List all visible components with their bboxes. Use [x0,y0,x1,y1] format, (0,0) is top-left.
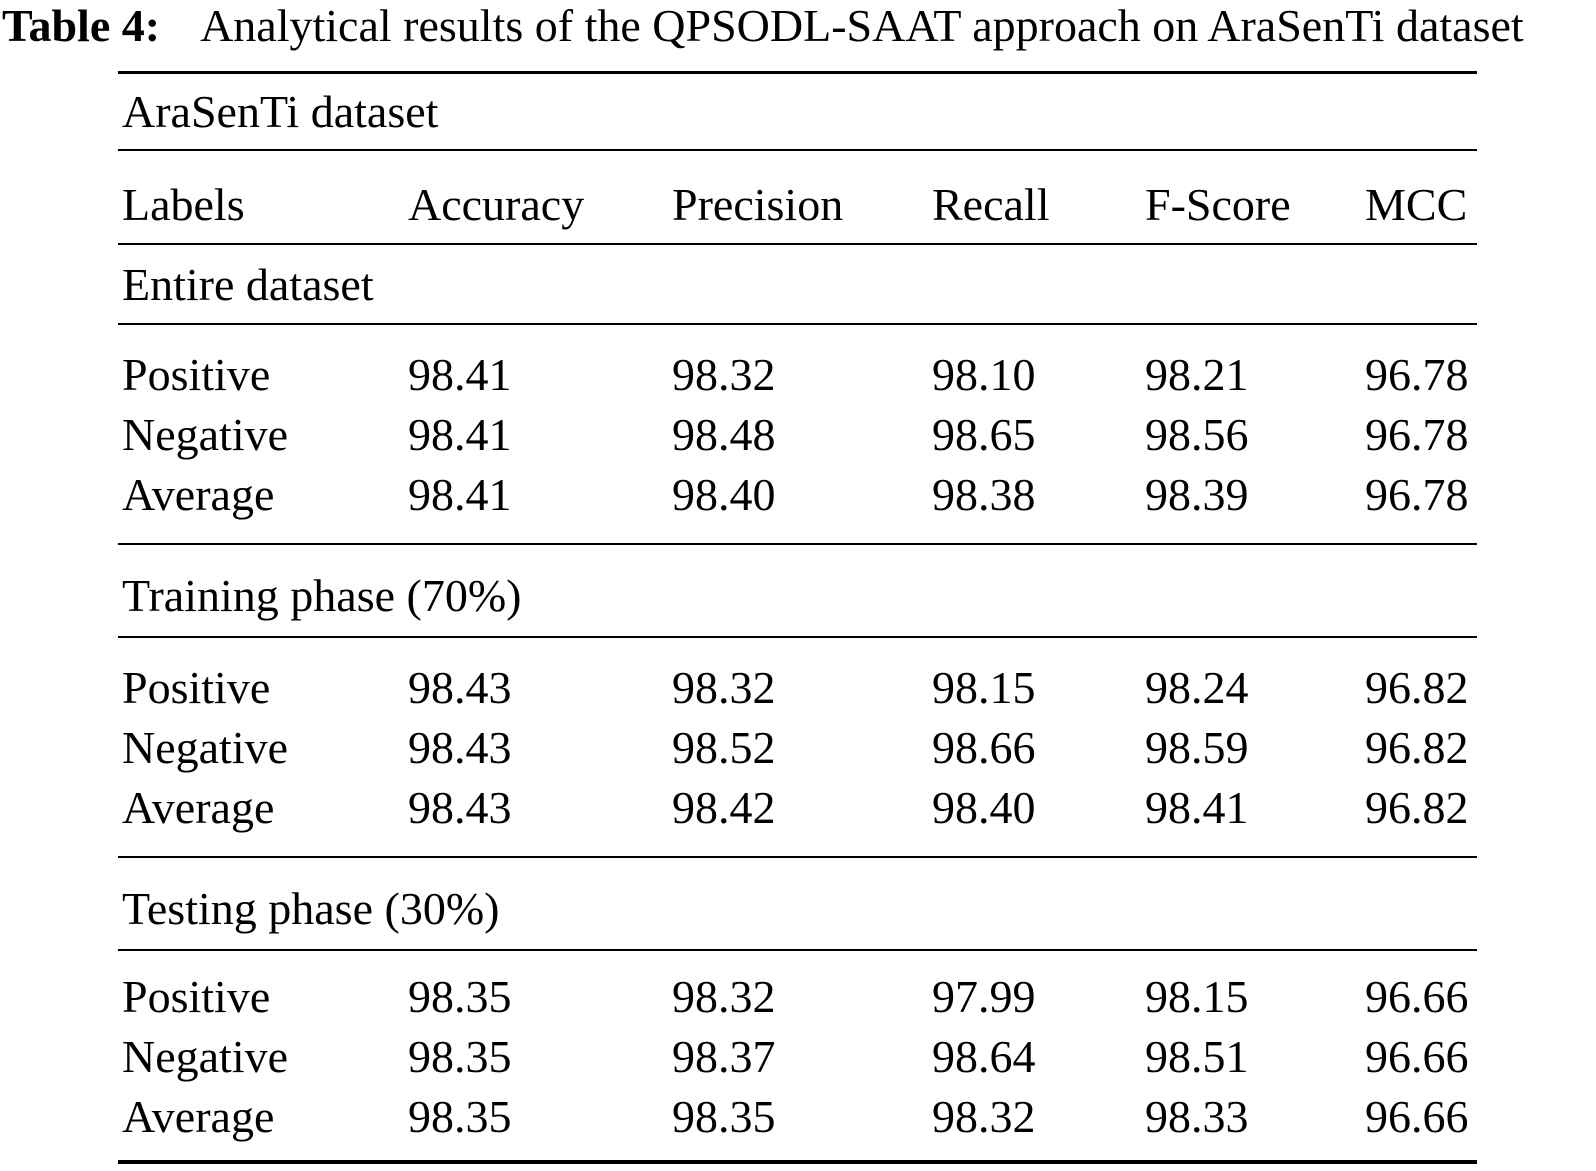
value-cell: 98.38 [932,469,1036,520]
value-cell: 98.43 [408,722,512,773]
section-title-training-phase: Training phase (70%) [118,545,1477,638]
column-header-accuracy: Accuracy [408,179,585,230]
value-cell: 98.41 [408,469,512,520]
value-cell: 98.10 [932,349,1036,400]
row-label: Negative [122,409,289,460]
value-cell: 98.35 [672,1091,776,1142]
value-cell: 96.66 [1365,971,1469,1022]
value-cell: 96.66 [1365,1091,1469,1142]
table-caption: Table 4: Analytical results of the QPSODL… [0,0,1596,52]
value-cell: 98.40 [672,469,776,520]
value-cell: 98.15 [932,662,1036,713]
value-cell: 98.59 [1145,722,1249,773]
value-cell: 97.99 [932,971,1036,1022]
value-cell: 98.33 [1145,1091,1249,1142]
table-row-negative: Negative 98.35 98.37 98.64 98.51 96.66 [118,1027,1477,1087]
value-cell: 98.32 [672,971,776,1022]
section-body-entire-dataset: Positive 98.41 98.32 98.10 98.21 96.78 N… [118,325,1477,545]
dataset-name: AraSenTi dataset [122,86,439,137]
value-cell: 98.35 [408,1031,512,1082]
value-cell: 98.43 [408,782,512,833]
column-headers-row: Labels Accuracy Precision Recall F-Score… [118,151,1477,245]
value-cell: 98.41 [1145,782,1249,833]
value-cell: 98.39 [1145,469,1249,520]
section-body-testing-phase: Positive 98.35 98.32 97.99 98.15 96.66 N… [118,951,1477,1160]
table-row-average: Average 98.43 98.42 98.40 98.41 96.82 [118,778,1477,838]
row-label: Positive [122,662,271,713]
row-label: Positive [122,349,271,400]
value-cell: 98.52 [672,722,776,773]
results-table: AraSenTi dataset Labels Accuracy Precisi… [118,71,1477,1164]
table-row-average: Average 98.35 98.35 98.32 98.33 96.66 [118,1087,1477,1147]
row-label: Negative [122,1031,289,1082]
section-title: Training phase (70%) [122,570,522,621]
value-cell: 98.37 [672,1031,776,1082]
column-header-recall: Recall [932,179,1050,230]
value-cell: 98.41 [408,409,512,460]
value-cell: 96.78 [1365,349,1469,400]
value-cell: 98.35 [408,971,512,1022]
value-cell: 98.32 [672,662,776,713]
column-header-labels: Labels [122,179,245,230]
row-label: Average [122,782,275,833]
value-cell: 96.82 [1365,722,1469,773]
table-caption-label: Table 4: [2,0,161,51]
table-row-negative: Negative 98.43 98.52 98.66 98.59 96.82 [118,718,1477,778]
dataset-name-row: AraSenTi dataset [118,74,1477,151]
value-cell: 98.43 [408,662,512,713]
value-cell: 98.32 [932,1091,1036,1142]
section-title-testing-phase: Testing phase (30%) [118,858,1477,951]
column-header-fscore: F-Score [1145,179,1291,230]
value-cell: 98.65 [932,409,1036,460]
column-header-mcc: MCC [1365,179,1468,230]
value-cell: 98.40 [932,782,1036,833]
value-cell: 96.66 [1365,1031,1469,1082]
value-cell: 98.51 [1145,1031,1249,1082]
row-label: Average [122,469,275,520]
table-row-positive: Positive 98.43 98.32 98.15 98.24 96.82 [118,658,1477,718]
section-title: Entire dataset [122,259,374,310]
value-cell: 98.42 [672,782,776,833]
value-cell: 98.21 [1145,349,1249,400]
value-cell: 98.32 [672,349,776,400]
table-row-average: Average 98.41 98.40 98.38 98.39 96.78 [118,465,1477,525]
value-cell: 96.78 [1365,469,1469,520]
value-cell: 98.24 [1145,662,1249,713]
value-cell: 98.35 [408,1091,512,1142]
table-row-positive: Positive 98.41 98.32 98.10 98.21 96.78 [118,345,1477,405]
value-cell: 98.64 [932,1031,1036,1082]
row-label: Positive [122,971,271,1022]
row-label: Average [122,1091,275,1142]
table-row-negative: Negative 98.41 98.48 98.65 98.56 96.78 [118,405,1477,465]
table-caption-text: Analytical results of the QPSODL-SAAT ap… [200,0,1524,51]
row-label: Negative [122,722,289,773]
table-row-positive: Positive 98.35 98.32 97.99 98.15 96.66 [118,967,1477,1027]
value-cell: 98.66 [932,722,1036,773]
section-body-training-phase: Positive 98.43 98.32 98.15 98.24 96.82 N… [118,638,1477,858]
value-cell: 96.78 [1365,409,1469,460]
section-title-entire-dataset: Entire dataset [118,245,1477,325]
section-title: Testing phase (30%) [122,883,500,934]
value-cell: 96.82 [1365,782,1469,833]
column-header-precision: Precision [672,179,844,230]
value-cell: 98.15 [1145,971,1249,1022]
value-cell: 96.82 [1365,662,1469,713]
value-cell: 98.48 [672,409,776,460]
value-cell: 98.56 [1145,409,1249,460]
value-cell: 98.41 [408,349,512,400]
